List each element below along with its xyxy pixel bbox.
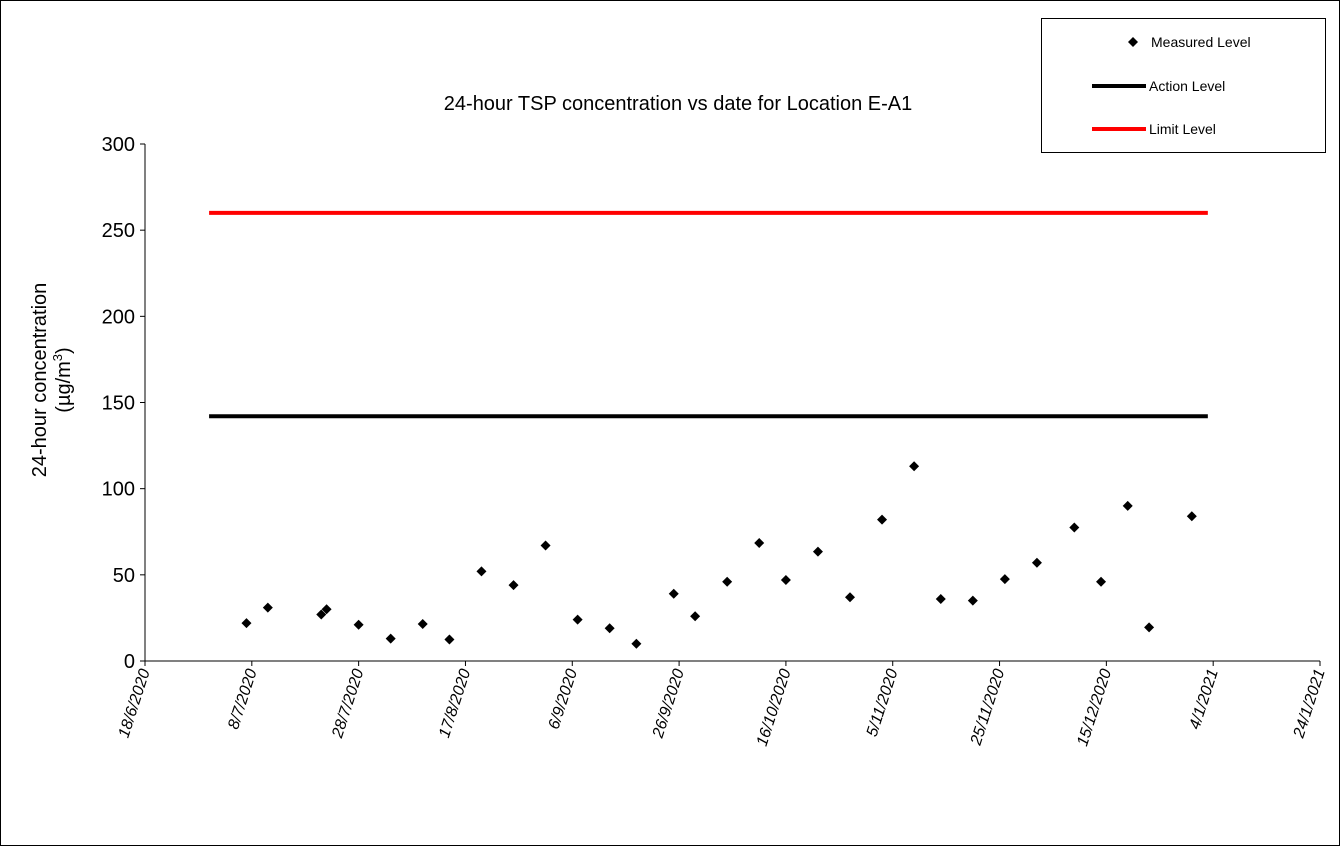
- legend-marker-diamond: [1128, 37, 1138, 47]
- data-point: [476, 566, 487, 577]
- data-point: [1122, 500, 1133, 511]
- data-point: [999, 574, 1010, 585]
- legend-label-limit: Limit Level: [1149, 121, 1216, 137]
- data-point: [780, 575, 791, 586]
- level-lines: [209, 210, 1208, 419]
- data-point: [262, 602, 273, 613]
- data-point: [316, 609, 327, 620]
- y-axis-title-unit: (µg/m: [53, 361, 75, 413]
- data-point: [1096, 576, 1107, 587]
- y-ticks: 0 50 100 150 200 250 300: [102, 134, 145, 673]
- data-point: [385, 633, 396, 644]
- y-axis-title-line1: 24-hour concentration: [29, 283, 51, 478]
- data-point: [1144, 622, 1155, 633]
- data-point: [1186, 511, 1197, 522]
- data-point: [353, 619, 364, 630]
- legend-item-limit: Limit Level: [1092, 121, 1216, 137]
- data-point: [845, 592, 855, 603]
- chart-title: 24-hour TSP concentration vs date for Lo…: [444, 93, 912, 115]
- legend-box: [1041, 18, 1326, 153]
- data-point: [722, 576, 733, 587]
- data-point: [668, 588, 679, 599]
- y-tick-label: 0: [124, 651, 135, 673]
- data-point: [935, 593, 946, 604]
- y-axis-title-line2: (µg/m3): [50, 347, 75, 412]
- data-point: [444, 634, 455, 645]
- y-tick-label: 200: [102, 306, 135, 328]
- y-axis-title-superscript: 3: [50, 354, 65, 361]
- data-point: [1031, 557, 1042, 568]
- y-tick-label: 250: [102, 220, 135, 242]
- y-axis-title: 24-hour concentration (µg/m3): [29, 283, 75, 478]
- data-point: [321, 604, 332, 615]
- legend-label-action: Action Level: [1149, 78, 1225, 94]
- data-point: [241, 618, 252, 629]
- data-point: [909, 461, 920, 472]
- y-tick-label: 300: [102, 134, 135, 156]
- legend-label-measured: Measured Level: [1151, 34, 1251, 50]
- data-point: [417, 618, 428, 629]
- data-point: [812, 546, 823, 557]
- data-point: [690, 611, 701, 622]
- data-point: [967, 595, 978, 606]
- y-tick-label: 100: [102, 479, 135, 501]
- data-point: [604, 623, 615, 634]
- legend-item-action: Action Level: [1092, 78, 1225, 94]
- y-axis-title-close: ): [53, 347, 75, 354]
- y-tick-label: 150: [102, 393, 135, 415]
- data-point: [1069, 522, 1080, 533]
- data-point: [540, 540, 551, 551]
- data-point: [508, 580, 519, 591]
- measured-points: [241, 461, 1197, 649]
- data-point: [754, 537, 765, 548]
- legend-item-measured: Measured Level: [1128, 34, 1251, 50]
- data-point: [631, 638, 642, 649]
- y-tick-label: 50: [113, 565, 135, 587]
- legend: Measured Level Action Level Limit Level: [1041, 18, 1326, 153]
- data-point: [877, 514, 888, 525]
- data-point: [572, 614, 583, 625]
